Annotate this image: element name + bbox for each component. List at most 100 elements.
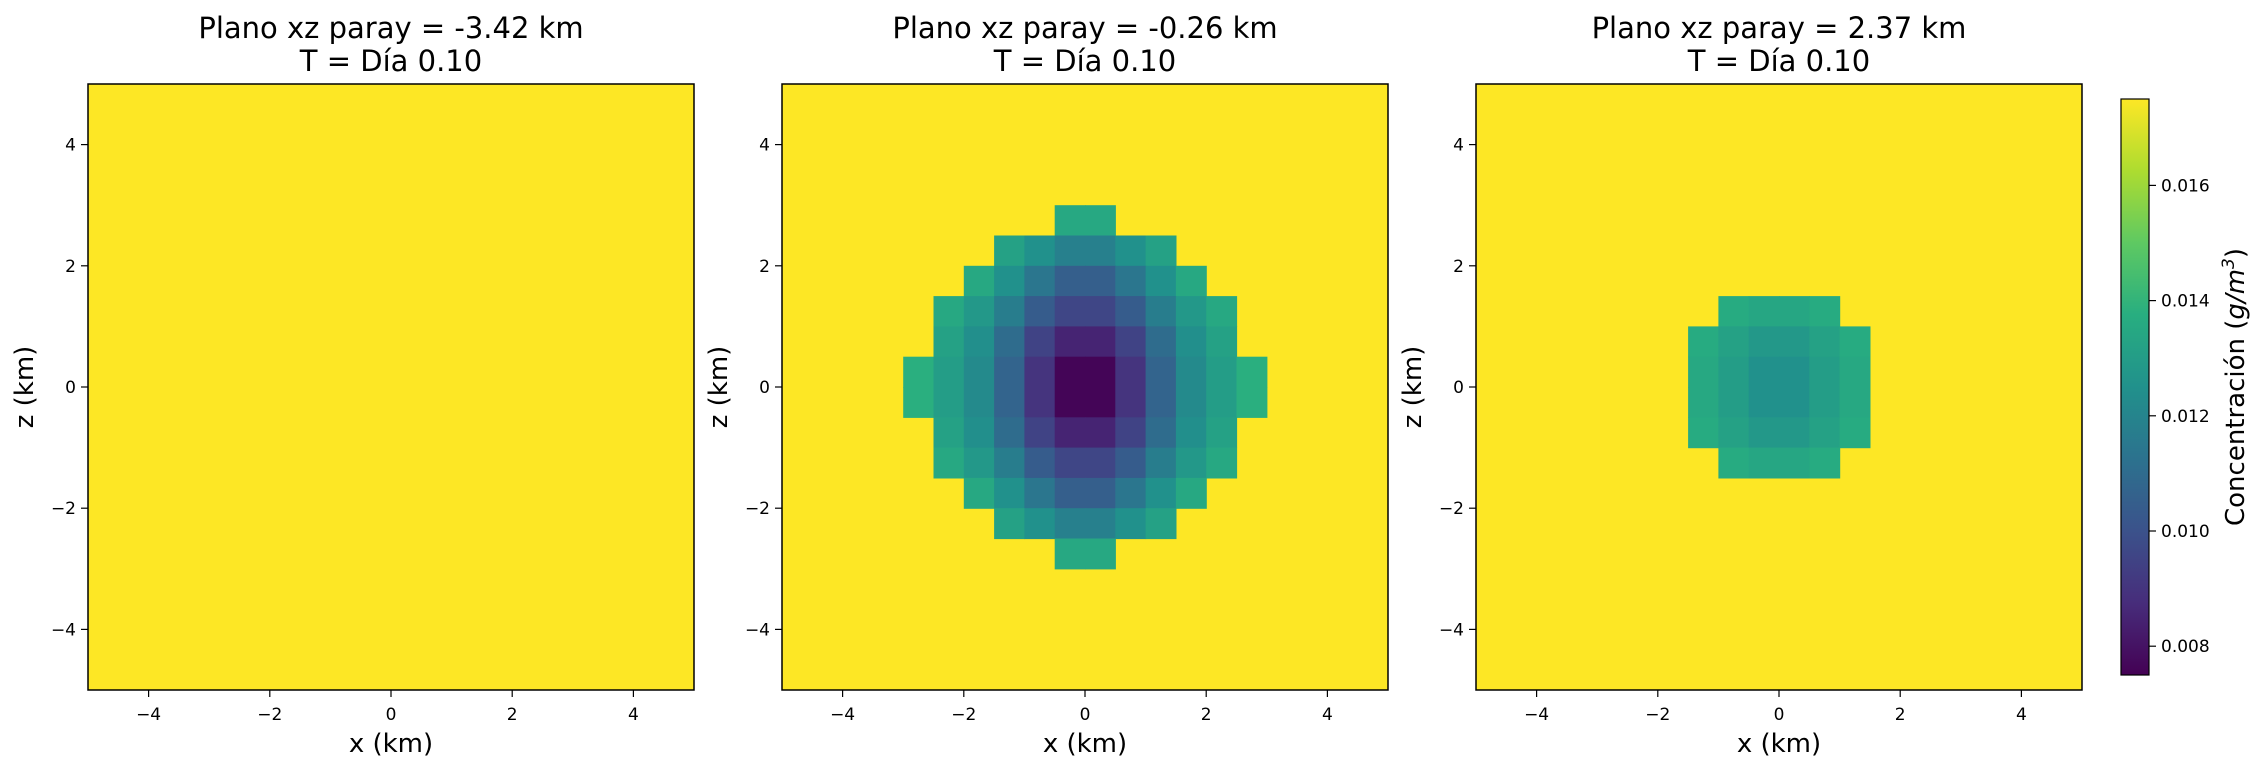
heatmap-cell [1024, 477, 1056, 509]
heatmap-cell [1024, 356, 1056, 388]
heatmap-cell [1115, 477, 1147, 509]
heatmap-cell [1145, 508, 1177, 540]
x-tick-label: 2 [1895, 705, 1906, 725]
heatmap-cell [1809, 296, 1841, 327]
heatmap-cell [1085, 477, 1116, 509]
heatmap-cell [1175, 326, 1207, 358]
heatmap-cell [1175, 447, 1207, 479]
heatmap-cell [1085, 296, 1116, 327]
heatmap-cell [1688, 387, 1719, 418]
heatmap-cell [994, 356, 1025, 388]
heatmap-cell [1085, 508, 1116, 540]
heatmap-cell [1054, 235, 1086, 267]
panel-1-y-axis-label: z (km) [10, 346, 40, 429]
heatmap-cell [1206, 326, 1238, 358]
heatmap-cell [1054, 326, 1086, 358]
heatmap-cell [1809, 387, 1841, 418]
panel-1: Plano xz paray = -3.42 km T = Día 0.10 −… [10, 11, 695, 759]
heatmap-cell [1175, 356, 1207, 388]
panel-1-x-ticks: −4 −2 0 2 4 [136, 690, 639, 725]
heatmap-cell [1024, 235, 1056, 267]
x-tick-label: −4 [136, 705, 161, 725]
x-tick-label: −4 [1524, 705, 1549, 725]
heatmap-cell [1054, 387, 1086, 418]
heatmap-cell [963, 477, 995, 509]
y-tick-label: −2 [1439, 499, 1464, 519]
heatmap-cell [1175, 417, 1207, 449]
heatmap-cell [903, 387, 935, 418]
panel-2-y-axis-label: z (km) [704, 346, 734, 429]
heatmap-cell [1748, 356, 1780, 388]
y-tick-label: 2 [759, 257, 770, 277]
y-tick-label: 2 [65, 257, 76, 277]
heatmap-cell [1145, 447, 1177, 479]
heatmap-cell [963, 356, 995, 388]
heatmap-cell [963, 265, 995, 297]
x-tick-label: 4 [2016, 705, 2027, 725]
colorbar-tick-label: 0.014 [2161, 292, 2210, 312]
panel-2-x-axis-label: x (km) [1043, 729, 1127, 759]
heatmap-cell [963, 417, 995, 449]
heatmap-cell [1718, 296, 1750, 327]
panel-3-x-axis-label: x (km) [1737, 729, 1821, 759]
heatmap-cell [1054, 417, 1086, 449]
heatmap-cell [1115, 417, 1147, 449]
colorbar-tick-label: 0.016 [2161, 176, 2210, 196]
heatmap-cell [1839, 387, 1871, 418]
heatmap-cell [1748, 387, 1780, 418]
heatmap-cell [1085, 326, 1116, 358]
heatmap-cell [1206, 356, 1238, 388]
heatmap-cell [1779, 296, 1810, 327]
x-tick-label: 0 [386, 705, 397, 725]
heatmap-cell [1115, 296, 1147, 327]
heatmap-cell [1085, 205, 1116, 237]
colorbar: 0.008 0.010 0.012 0.014 0.016 Concentración … [2120, 98, 2251, 676]
heatmap-cell [903, 356, 935, 388]
heatmap-cell [1175, 265, 1207, 297]
colorbar-ticks: 0.008 0.010 0.012 0.014 0.016 [2149, 176, 2210, 657]
heatmap-cell [1175, 296, 1207, 327]
y-tick-label: 0 [65, 378, 76, 398]
y-tick-label: 4 [759, 136, 770, 156]
heatmap-cell [1839, 326, 1871, 358]
panel-1-x-axis-label: x (km) [349, 729, 433, 759]
heatmap-cell [1145, 417, 1177, 449]
heatmap-cell [1115, 326, 1147, 358]
heatmap-cell [1085, 265, 1116, 297]
heatmap-cell [1718, 417, 1750, 449]
y-tick-label: −2 [745, 499, 770, 519]
heatmap-cell [1115, 356, 1147, 388]
heatmap-cell [1809, 326, 1841, 358]
heatmap-cell [933, 356, 965, 388]
x-tick-label: −2 [1645, 705, 1670, 725]
heatmap-cell [1145, 477, 1177, 509]
heatmap-cell [1024, 387, 1056, 418]
heatmap-cell [1236, 387, 1268, 418]
heatmap-background [88, 84, 694, 690]
colorbar-tick-label: 0.012 [2161, 407, 2210, 427]
heatmap-cell [1748, 326, 1780, 358]
panel-3: Plano xz paray = 2.37 km T = Día 0.10 −4… [1398, 11, 2083, 759]
heatmap-cell [1085, 356, 1116, 388]
heatmap-cell [1718, 326, 1750, 358]
y-tick-label: −4 [745, 620, 770, 640]
heatmap-cell [1718, 447, 1750, 479]
heatmap-cell [1688, 417, 1719, 449]
y-tick-label: 4 [1453, 136, 1464, 156]
heatmap-cell [1779, 326, 1810, 358]
x-tick-label: 2 [1201, 705, 1212, 725]
heatmap-cell [1054, 296, 1086, 327]
panel-2-x-ticks: −4 −2 0 2 4 [830, 690, 1333, 725]
panel-3-y-axis-label: z (km) [1398, 346, 1428, 429]
heatmap-cell [994, 417, 1025, 449]
heatmap-cell [1024, 417, 1056, 449]
colorbar-label-text: Concentración ( [2221, 320, 2251, 526]
x-tick-label: 0 [1080, 705, 1091, 725]
heatmap-cell [1779, 417, 1810, 449]
heatmap-cell [1145, 356, 1177, 388]
heatmap-cell [1085, 387, 1116, 418]
y-tick-label: 4 [65, 136, 76, 156]
colorbar-tick-label: 0.010 [2161, 522, 2210, 542]
colorbar-tick-label: 0.008 [2161, 637, 2210, 657]
heatmap-cell [1054, 538, 1086, 570]
